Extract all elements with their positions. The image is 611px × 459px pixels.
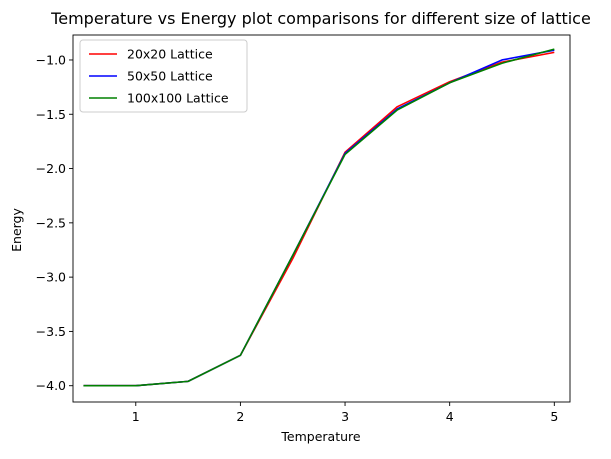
y-tick-label: −1.0	[36, 52, 66, 67]
x-tick-label: 4	[446, 409, 454, 424]
series-line-100x100-lattice	[83, 48, 555, 387]
legend-label: 20x20 Lattice	[127, 47, 213, 62]
legend-box	[79, 39, 248, 113]
legend-label: 50x50 Lattice	[127, 69, 213, 84]
y-tick-label: −3.0	[36, 270, 66, 285]
y-tick-label: −1.5	[36, 107, 66, 122]
y-tick-label: −2.0	[36, 161, 66, 176]
x-tick-label: 5	[550, 409, 558, 424]
x-tick-label: 3	[341, 409, 349, 424]
chart-title: Temperature vs Energy plot comparisons f…	[50, 9, 591, 28]
legend-label: 100x100 Lattice	[127, 91, 229, 106]
plot-area: 1 2 3 4 5 −4.0 −3.5 −3.0 −2.5 −2.0 −1.5 −1.0 20x20 L…	[36, 34, 571, 424]
y-tick-label: −2.5	[36, 215, 66, 230]
y-tick-label: −3.5	[36, 324, 66, 339]
x-tick-label: 1	[132, 409, 140, 424]
x-tick-label: 2	[236, 409, 244, 424]
axes-frame	[72, 34, 571, 403]
x-axis-label: Temperature	[280, 429, 360, 444]
y-axis-label: Energy	[9, 208, 24, 252]
y-tick-label: −4.0	[36, 378, 66, 393]
